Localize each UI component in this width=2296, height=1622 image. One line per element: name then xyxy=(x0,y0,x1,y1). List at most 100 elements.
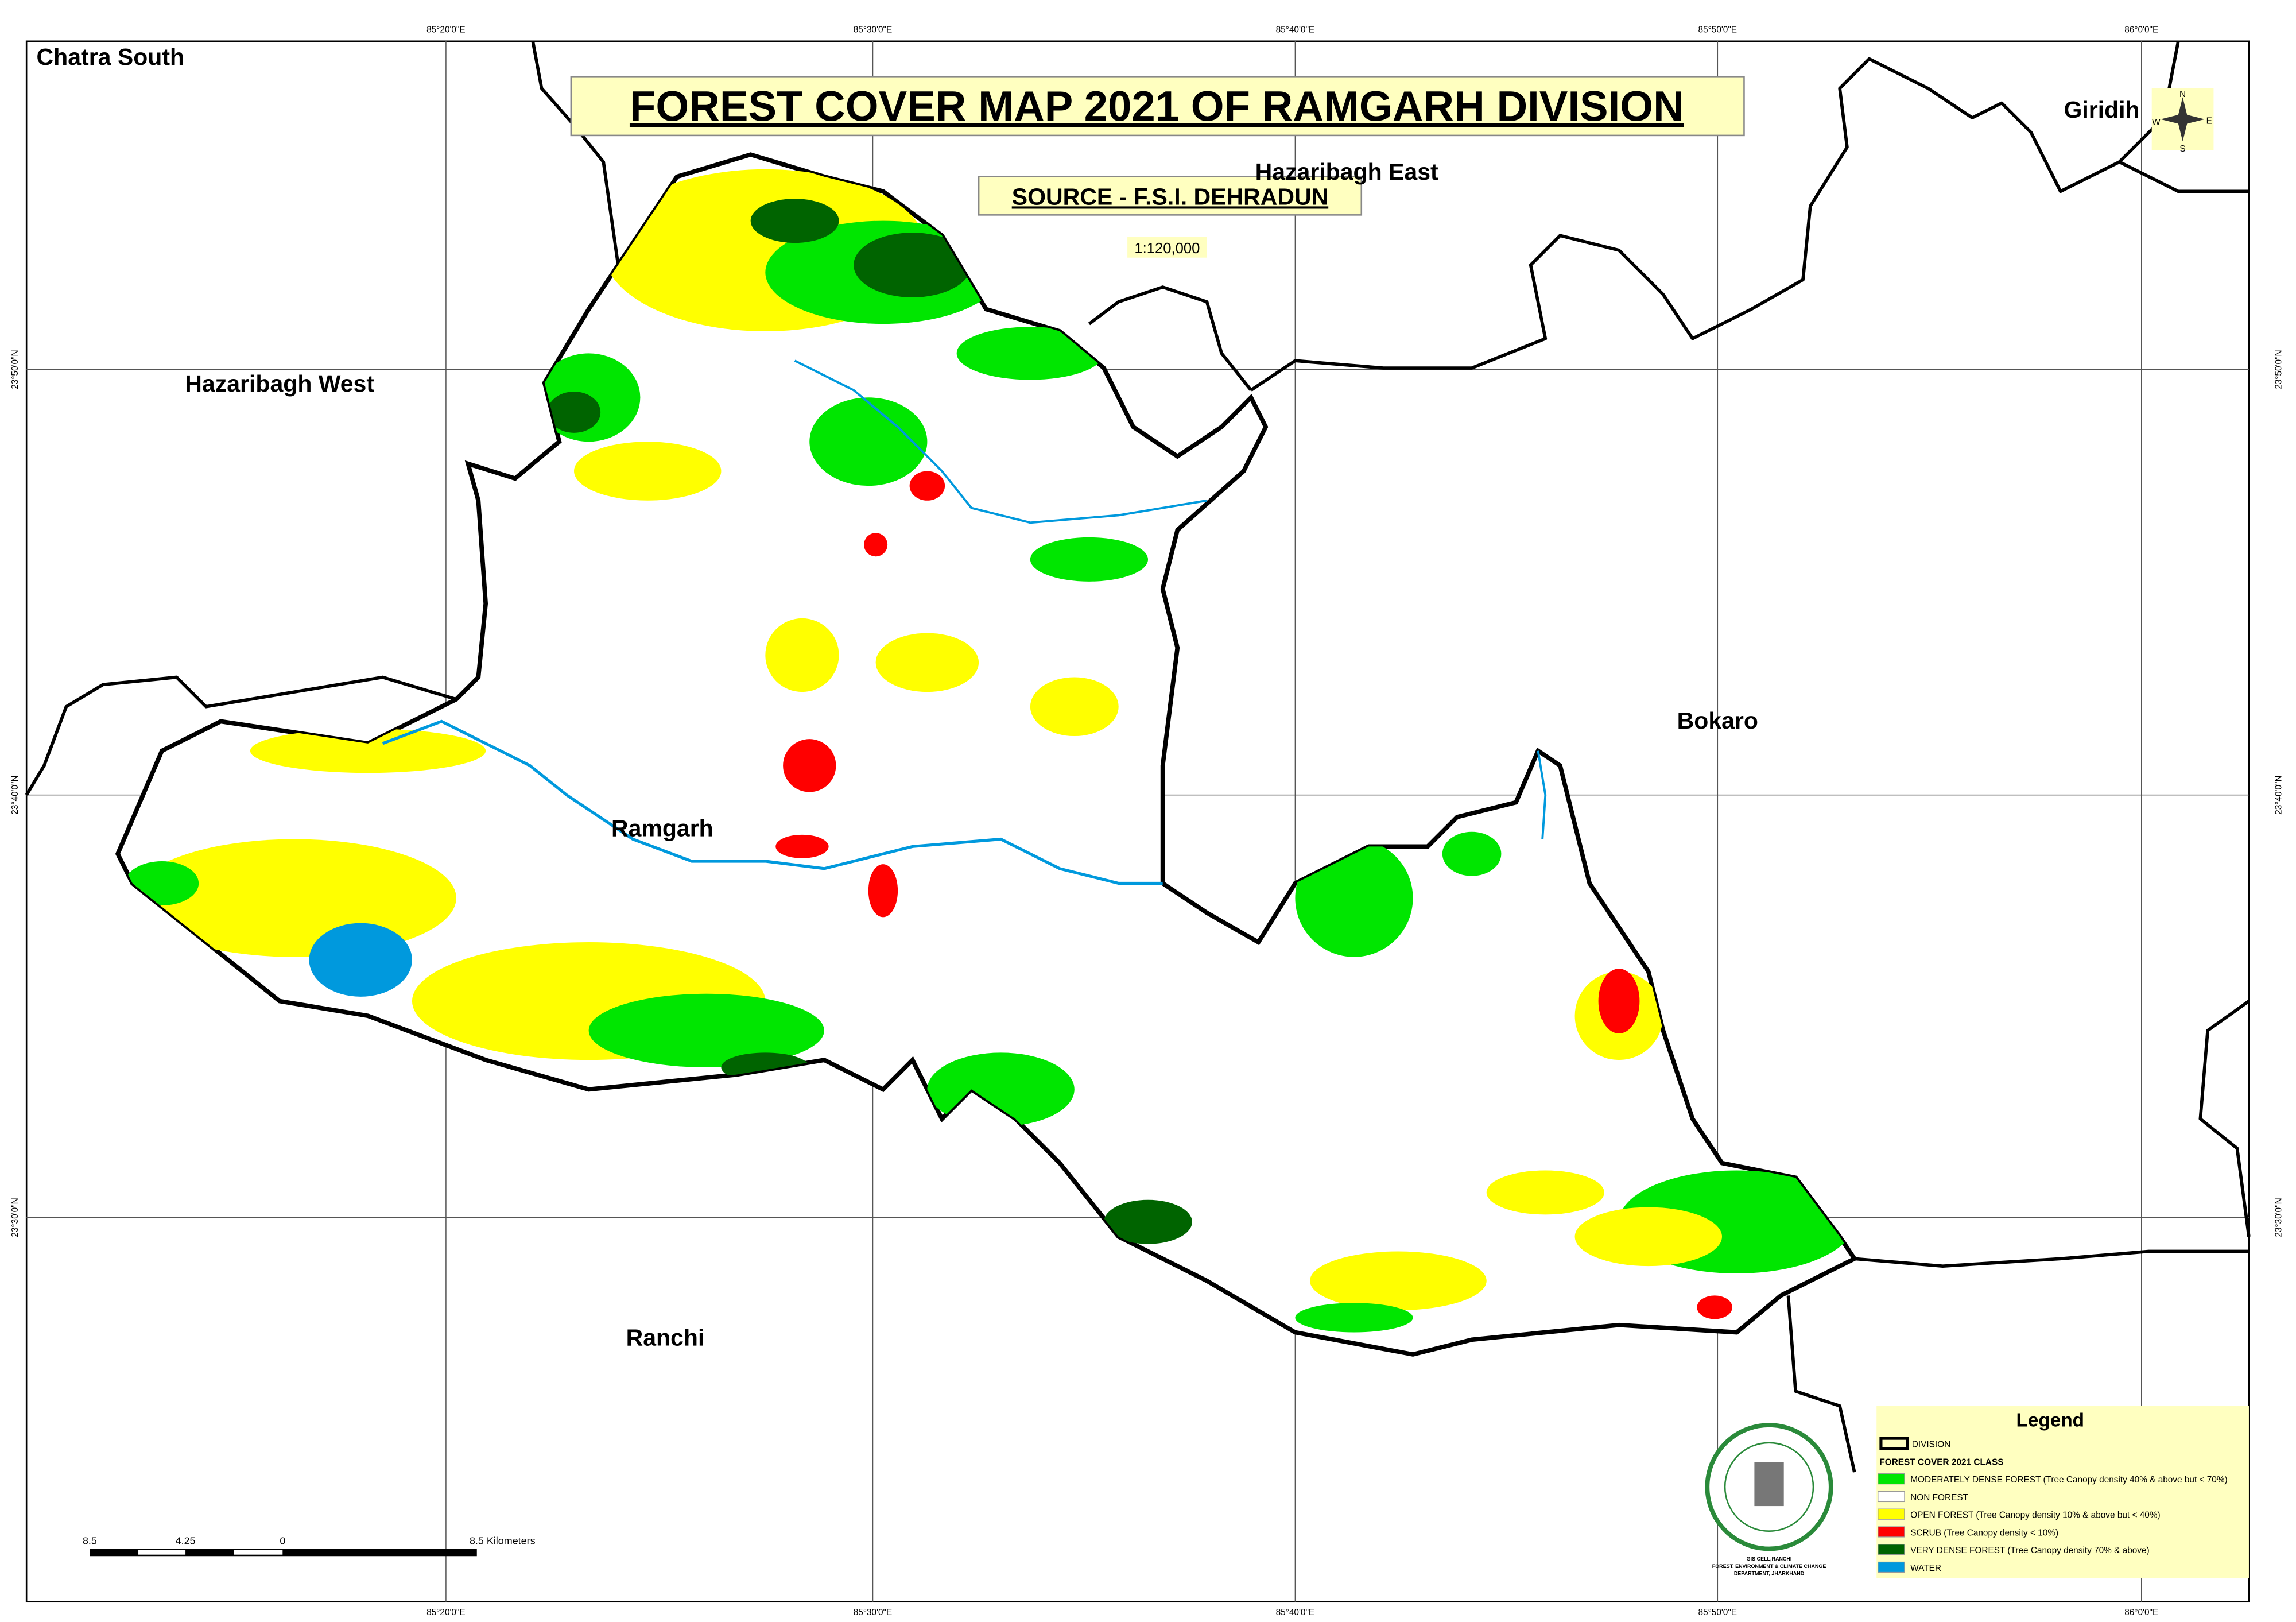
seal-text: GIS CELL,RANCHI xyxy=(1747,1556,1792,1562)
longitude-label: 85°30'0"E xyxy=(854,1608,893,1617)
seal-ring xyxy=(1724,1442,1814,1532)
river xyxy=(794,359,1207,524)
longitude-label: 86°0'0"E xyxy=(2124,25,2158,34)
compass-letter: N xyxy=(2179,90,2186,99)
moderately-dense-forest xyxy=(956,327,1104,380)
legend-swatch xyxy=(1878,1508,1905,1520)
latitude-label: 23°40'0"N xyxy=(2274,775,2283,814)
very-dense-forest xyxy=(854,233,972,297)
legend-label: SCRUB (Tree Canopy density < 10%) xyxy=(1910,1528,2058,1538)
legend-label: MODERATELY DENSE FOREST (Tree Canopy den… xyxy=(1910,1475,2227,1485)
seal-text: DEPARTMENT, JHARKHAND xyxy=(1734,1571,1805,1577)
source-box xyxy=(978,176,1363,216)
region-label: Ramgarh xyxy=(611,815,713,841)
very-dense-forest xyxy=(547,392,601,433)
latitude-label: 23°30'0"N xyxy=(2274,1198,2283,1237)
scrub xyxy=(1697,1295,1732,1319)
scale-segment xyxy=(234,1550,283,1555)
open-forest xyxy=(250,729,486,773)
legend-label: DIVISION xyxy=(1912,1440,1950,1450)
compass-letter: W xyxy=(2152,118,2161,127)
legend: Legend DIVISION FOREST COVER 2021 CLASS MO… xyxy=(1876,1406,2249,1578)
latitude-label: 23°40'0"N xyxy=(10,775,20,814)
compass-letter: S xyxy=(2179,144,2185,154)
district-boundaries xyxy=(25,41,2251,1473)
boundary xyxy=(2119,160,2249,193)
emblem-icon xyxy=(1754,1462,1784,1507)
legend-box xyxy=(1876,1406,2249,1578)
very-dense-forest xyxy=(750,199,839,243)
open-forest xyxy=(765,618,839,692)
longitude-label: 85°50'0"E xyxy=(1698,25,1737,34)
legend-swatch xyxy=(1879,1437,1909,1450)
legend-swatch xyxy=(1878,1491,1905,1503)
legend-title: Legend xyxy=(2016,1410,2085,1431)
region-label: Ranchi xyxy=(626,1325,705,1351)
moderately-dense-forest xyxy=(1030,537,1148,582)
longitude-label: 85°40'0"E xyxy=(1276,1608,1315,1617)
scrub xyxy=(868,864,898,918)
longitude-label: 85°20'0"E xyxy=(426,1608,466,1617)
map-frame xyxy=(25,40,2250,1603)
title-box xyxy=(570,76,1745,137)
longitude-label: 86°0'0"E xyxy=(2124,1608,2158,1617)
latitude-label: 23°50'0"N xyxy=(10,350,20,389)
region-label: Chatra South xyxy=(37,44,185,70)
legend-label: OPEN FOREST (Tree Canopy density 10% & a… xyxy=(1910,1511,2160,1520)
latitude-label: 23°50'0"N xyxy=(2274,350,2283,389)
latitude-label: 23°30'0"N xyxy=(10,1198,20,1237)
very-dense-forest xyxy=(1104,1199,1192,1244)
scale-label: 4.25 xyxy=(176,1535,196,1547)
scale-label: 0 xyxy=(280,1535,285,1547)
compass: N S E W xyxy=(2151,88,2214,154)
seal-text: FOREST, ENVIRONMENT & CLIMATE CHANGE xyxy=(1712,1563,1826,1569)
scale-box xyxy=(1127,237,1207,258)
boundary xyxy=(2198,1000,2251,1237)
scrub xyxy=(783,739,836,792)
region-labels: Chatra South Hazaribagh East Giridih Hazari… xyxy=(37,44,2140,1351)
boundary xyxy=(1854,1249,2249,1268)
scale-label: 8.5 xyxy=(83,1535,97,1547)
legend-label: VERY DENSE FOREST (Tree Canopy density 7… xyxy=(1910,1546,2149,1555)
compass-rose xyxy=(2161,97,2205,142)
scrub xyxy=(864,533,888,557)
legend-swatch xyxy=(1878,1561,1905,1573)
open-forest xyxy=(1486,1170,1604,1215)
moderately-dense-forest xyxy=(809,397,928,486)
boundary xyxy=(1088,285,1252,392)
longitude-label: 85°40'0"E xyxy=(1276,25,1315,34)
longitude-label: 85°30'0"E xyxy=(854,25,893,34)
scale-segment xyxy=(90,1549,477,1557)
moderately-dense-forest xyxy=(1442,831,1502,876)
region-label: Hazaribagh West xyxy=(185,370,374,397)
region-label: Hazaribagh East xyxy=(1255,158,1438,185)
boundary xyxy=(1250,41,2180,392)
boundary xyxy=(25,675,457,796)
open-forest xyxy=(574,442,722,501)
scrub xyxy=(909,471,945,501)
region-label: Giridih xyxy=(2064,96,2139,123)
legend-swatch xyxy=(1878,1473,1905,1485)
legend-label: NON FOREST xyxy=(1910,1493,1968,1503)
forest-cover xyxy=(125,169,1855,1333)
scale-ratio: 1:120,000 xyxy=(1134,241,1200,257)
longitude-label: 85°20'0"E xyxy=(426,25,466,34)
open-forest xyxy=(875,633,979,692)
moderately-dense-forest xyxy=(588,993,824,1067)
compass-letter: E xyxy=(2206,116,2212,126)
legend-label: WATER xyxy=(1910,1563,1941,1573)
scale-bar: 8.5 4.25 0 8.5 Kilometers xyxy=(83,1535,536,1557)
scale-label: 8.5 Kilometers xyxy=(470,1535,536,1547)
water-body xyxy=(309,923,412,997)
region-label: Bokaro xyxy=(1677,707,1758,734)
open-forest xyxy=(1574,1207,1722,1267)
moderately-dense-forest xyxy=(1295,1303,1413,1333)
river xyxy=(1537,750,1547,839)
boundary xyxy=(1786,1295,1856,1473)
source: SOURCE - F.S.I. DEHRADUN xyxy=(1012,183,1328,210)
scrub xyxy=(1598,969,1640,1033)
map-title: FOREST COVER MAP 2021 OF RAMGARH DIVISIO… xyxy=(630,82,1684,130)
legend-swatch xyxy=(1878,1526,1905,1538)
